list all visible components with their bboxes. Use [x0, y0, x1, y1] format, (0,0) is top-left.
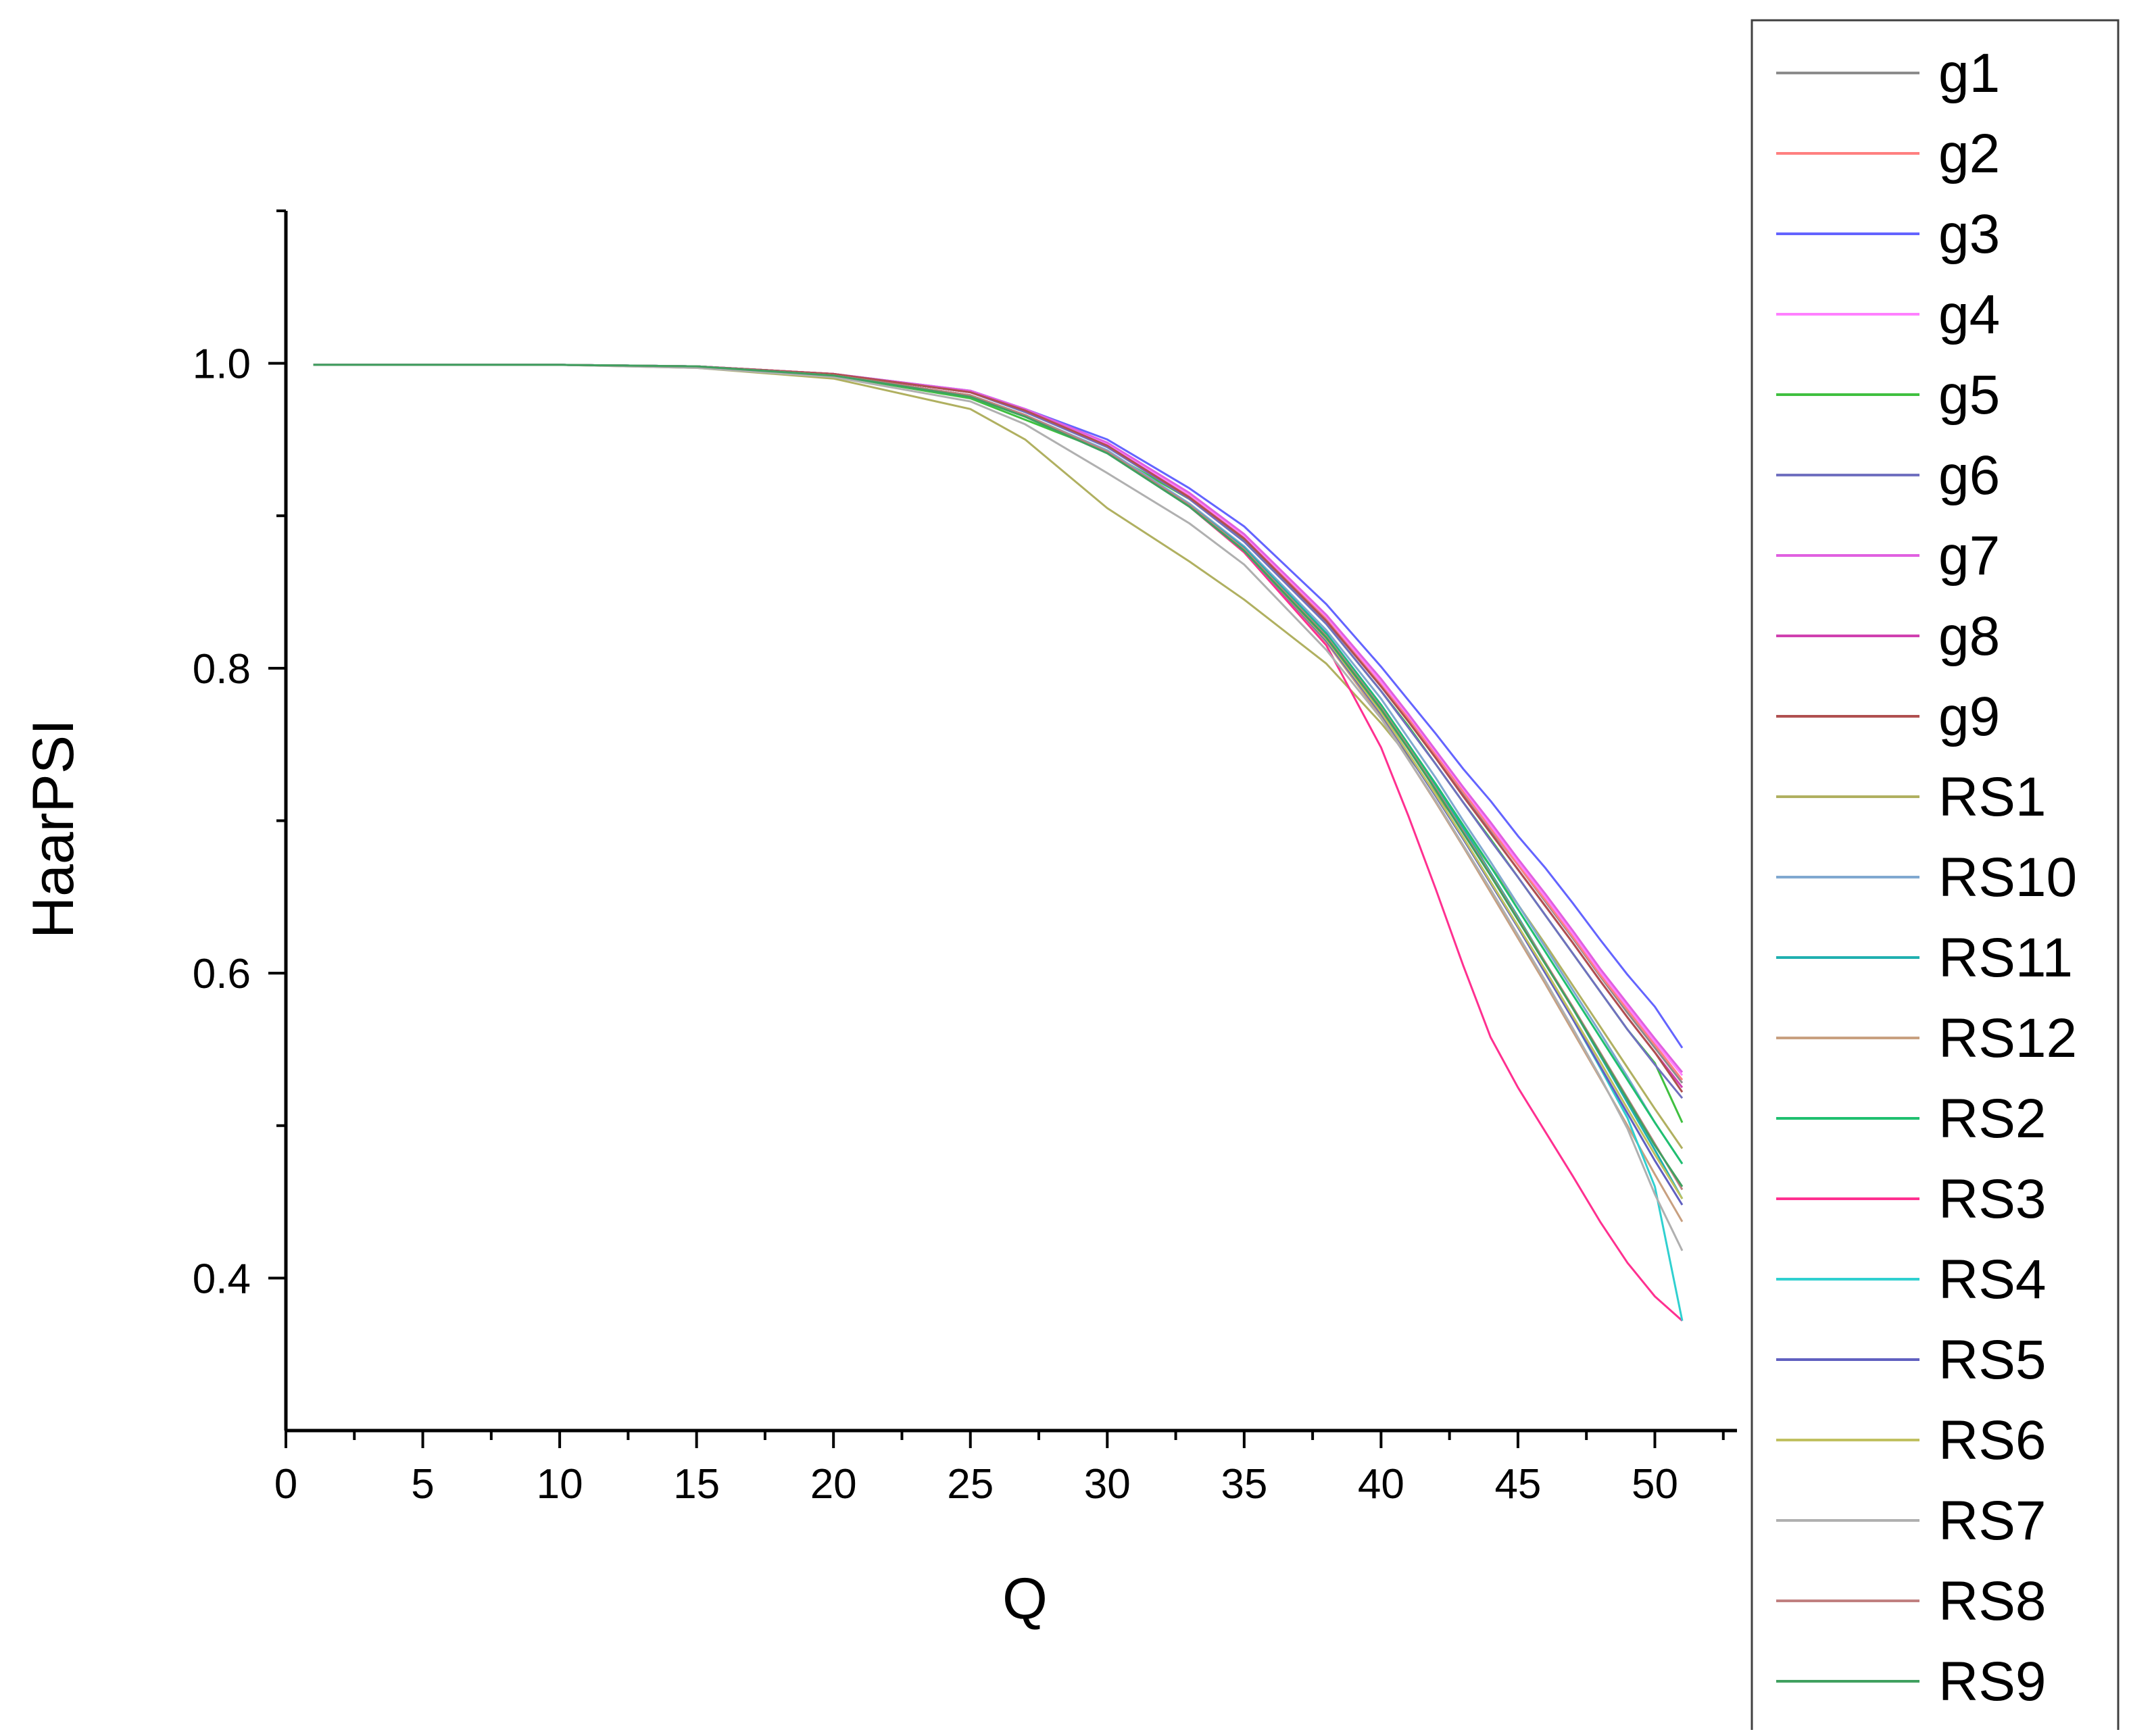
legend-label: RS1	[1938, 766, 2047, 828]
legend-item-g8: g8	[1776, 605, 2000, 667]
legend-item-rs1: RS1	[1776, 766, 2047, 828]
series-line-g1	[313, 364, 1684, 1084]
legend-item-g9: g9	[1776, 686, 2000, 747]
legend-label: RS3	[1938, 1168, 2047, 1230]
y-tick-label: 0.4	[193, 1256, 251, 1302]
x-tick-label: 35	[1221, 1461, 1267, 1508]
legend-frame	[1751, 19, 2120, 1730]
legend-label: RS9	[1938, 1651, 2047, 1712]
legend-item-rs3: RS3	[1776, 1168, 2047, 1230]
legend-item-rs10: RS10	[1776, 847, 2077, 908]
legend-label: g1	[1938, 43, 2000, 104]
legend-label: RS11	[1938, 927, 2073, 989]
legend-item-rs9: RS9	[1776, 1651, 2047, 1712]
legend-item-rs6: RS6	[1776, 1410, 2047, 1471]
axes: 0 5 10 15 20 25 30 35 40 45 50 0.4 0.6 0.8 1.0	[193, 209, 1737, 1508]
x-tick-label: 40	[1358, 1461, 1404, 1508]
series-line-g7	[313, 364, 1684, 1073]
series-line-rs7	[313, 364, 1684, 1251]
series-line-g6	[313, 364, 1684, 1099]
x-axis-title: Q	[1002, 1566, 1048, 1631]
series-line-rs2	[313, 364, 1684, 1165]
legend-label: g4	[1938, 284, 2000, 345]
legend-label: RS7	[1938, 1490, 2047, 1552]
legend-item-g6: g6	[1776, 445, 2000, 506]
legend-item-rs12: RS12	[1776, 1008, 2077, 1069]
legend-item-rs7: RS7	[1776, 1490, 2047, 1552]
series-line-rs10	[313, 364, 1684, 1165]
legend-item-rs2: RS2	[1776, 1088, 2047, 1149]
legend-label: RS6	[1938, 1410, 2047, 1471]
legend-item-rs8: RS8	[1776, 1570, 2047, 1632]
legend-label: g9	[1938, 686, 2000, 747]
y-axis-title: HaarPSI	[21, 719, 86, 939]
series-line-g3	[313, 364, 1684, 1049]
series-line-rs9	[313, 364, 1684, 1187]
x-tick-label: 0	[274, 1461, 297, 1508]
legend-item-g2: g2	[1776, 123, 2000, 184]
legend-label: RS10	[1938, 847, 2077, 908]
legend-label: g5	[1938, 364, 2000, 426]
legend-label: g2	[1938, 123, 2000, 184]
series-line-rs6	[313, 364, 1684, 1199]
y-tick-label: 1.0	[193, 341, 251, 388]
legend-label: RS8	[1938, 1570, 2047, 1632]
series-line-g4	[313, 364, 1684, 1076]
legend-label: g3	[1938, 203, 2000, 265]
series-line-rs12	[313, 364, 1684, 1222]
series-line-g5	[313, 364, 1684, 1123]
legend-label: g7	[1938, 525, 2000, 587]
plot-area	[313, 364, 1684, 1322]
x-tick-label: 15	[673, 1461, 720, 1508]
series-line-rs1	[313, 364, 1684, 1149]
series-line-g9	[313, 364, 1684, 1093]
legend-label: RS4	[1938, 1249, 2047, 1310]
x-tick-label: 50	[1632, 1461, 1678, 1508]
series-line-g8	[313, 364, 1684, 1089]
y-tick-label: 0.6	[193, 951, 251, 997]
legend-label: g6	[1938, 445, 2000, 506]
legend-label: g8	[1938, 605, 2000, 667]
legend-item-rs5: RS5	[1776, 1329, 2047, 1391]
x-tick-label: 5	[411, 1461, 434, 1508]
legend-item-g1: g1	[1776, 43, 2000, 104]
legend-label: RS5	[1938, 1329, 2047, 1391]
y-tick-label: 0.8	[193, 646, 251, 693]
x-tick-label: 10	[537, 1461, 583, 1508]
legend: g1 g2 g3 g4 g5 g6 g7 g8 g9 RS1 RS10 RS11 RS12 RS2 RS3 R…	[1751, 19, 2120, 1730]
x-tick-label: 45	[1494, 1461, 1541, 1508]
legend-label: RS2	[1938, 1088, 2047, 1149]
legend-item-g3: g3	[1776, 203, 2000, 265]
x-tick-label: 25	[947, 1461, 994, 1508]
legend-label: RS12	[1938, 1008, 2077, 1069]
legend-item-rs11: RS11	[1776, 927, 2073, 989]
legend-item-g4: g4	[1776, 284, 2000, 345]
series-line-rs11	[313, 364, 1684, 1199]
legend-item-rs4: RS4	[1776, 1249, 2047, 1310]
x-tick-label: 30	[1084, 1461, 1131, 1508]
legend-item-g7: g7	[1776, 525, 2000, 587]
series-line-g2	[313, 364, 1684, 1081]
legend-item-g5: g5	[1776, 364, 2000, 426]
series-line-rs8	[313, 364, 1684, 1191]
x-tick-label: 20	[810, 1461, 857, 1508]
